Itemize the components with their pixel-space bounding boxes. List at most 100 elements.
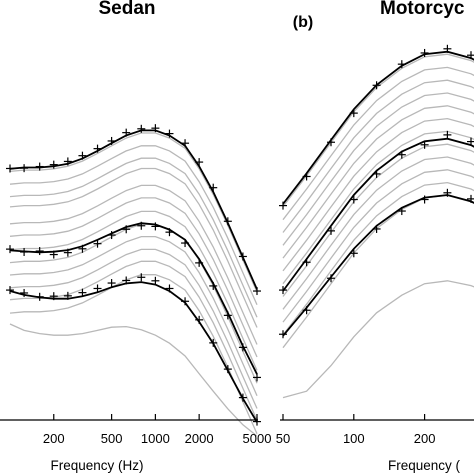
x-tick-label-motorcycle-100: 100 bbox=[343, 431, 365, 446]
data-point-sedan-2-7 bbox=[93, 239, 102, 248]
data-point-motorcycle-3-8 bbox=[443, 188, 452, 197]
data-point-sedan-1-3 bbox=[35, 162, 44, 171]
data-point-motorcycle-1-3 bbox=[327, 138, 336, 147]
data-point-motorcycle-3-2 bbox=[302, 306, 311, 315]
data-point-sedan-2-1 bbox=[6, 245, 14, 254]
grey-curves-sedan bbox=[9, 132, 258, 437]
grey-curve-motorcycle-5 bbox=[282, 105, 474, 259]
grey-curve-motorcycle-4 bbox=[282, 92, 474, 246]
x-tick-label-motorcycle-200: 200 bbox=[414, 431, 436, 446]
data-point-sedan-1-14 bbox=[195, 158, 204, 167]
data-point-motorcycle-3-7 bbox=[420, 195, 429, 204]
data-point-sedan-2-6 bbox=[78, 244, 87, 253]
data-point-motorcycle-2-3 bbox=[327, 226, 336, 235]
data-point-motorcycle-1-7 bbox=[420, 48, 429, 57]
panel-title-sedan: Sedan bbox=[98, 0, 155, 19]
data-point-sedan-3-1 bbox=[6, 286, 14, 295]
data-point-sedan-2-5 bbox=[63, 248, 72, 257]
data-point-sedan-1-8 bbox=[107, 136, 116, 145]
data-point-sedan-2-2 bbox=[20, 248, 29, 256]
panel-label-b: (b) bbox=[293, 14, 313, 31]
data-point-sedan-2-18 bbox=[253, 373, 261, 382]
data-point-sedan-1-4 bbox=[49, 160, 58, 169]
grey-curve-sedan-13 bbox=[9, 323, 258, 437]
x-axis-motorcycle: 50100200500 bbox=[276, 414, 474, 446]
grey-curve-sedan-9 bbox=[9, 235, 258, 396]
data-point-motorcycle-1-8 bbox=[443, 44, 452, 53]
data-point-sedan-1-18 bbox=[253, 287, 261, 296]
data-point-sedan-3-8 bbox=[107, 279, 116, 288]
data-point-motorcycle-3-3 bbox=[327, 274, 336, 283]
data-point-motorcycle-1-5 bbox=[372, 81, 381, 90]
data-point-sedan-1-17 bbox=[238, 252, 247, 261]
data-point-sedan-2-4 bbox=[49, 250, 58, 259]
data-point-sedan-2-10 bbox=[137, 221, 146, 230]
grey-curve-sedan-4 bbox=[9, 167, 258, 328]
grey-curve-motorcycle-11 bbox=[282, 181, 474, 336]
fit-curves-motorcycle bbox=[282, 50, 474, 337]
data-point-sedan-2-14 bbox=[195, 258, 204, 267]
data-point-sedan-3-13 bbox=[181, 297, 190, 306]
data-point-motorcycle-2-4 bbox=[349, 195, 358, 204]
data-point-sedan-3-10 bbox=[137, 273, 146, 282]
data-point-sedan-3-17 bbox=[238, 393, 247, 402]
data-point-sedan-1-7 bbox=[93, 144, 102, 153]
grey-curve-sedan-1 bbox=[9, 132, 258, 293]
x-axis-sedan: 200 500 1000 2000 5000 bbox=[0, 414, 271, 446]
grey-curve-motorcycle-13 bbox=[282, 280, 474, 399]
fit-curves-sedan bbox=[9, 129, 258, 423]
data-point-sedan-1-10 bbox=[137, 124, 146, 133]
panel-motorcycle: (b) Motorcyc 50100200500 Frequency ( bbox=[276, 0, 474, 473]
data-point-motorcycle-3-1 bbox=[279, 330, 287, 339]
grey-curve-sedan-3 bbox=[9, 157, 258, 318]
data-point-motorcycle-3-5 bbox=[372, 224, 381, 233]
data-point-sedan-1-5 bbox=[63, 157, 72, 166]
x-axis-label-motorcycle: Frequency ( bbox=[388, 458, 461, 473]
grey-curve-motorcycle-10 bbox=[282, 169, 474, 323]
grey-curve-sedan-10 bbox=[9, 248, 258, 409]
grey-curve-sedan-7 bbox=[9, 210, 258, 371]
grey-curve-sedan-2 bbox=[9, 145, 258, 306]
x-tick-label-sedan-5000: 5000 bbox=[243, 431, 272, 446]
data-point-motorcycle-2-6 bbox=[397, 150, 406, 159]
data-point-sedan-2-11 bbox=[151, 222, 160, 231]
grey-curve-motorcycle-7 bbox=[282, 130, 474, 285]
data-point-motorcycle-3-4 bbox=[349, 249, 358, 258]
grey-curve-motorcycle-6 bbox=[282, 117, 474, 272]
x-tick-label-sedan-200: 200 bbox=[43, 431, 65, 446]
data-point-motorcycle-2-1 bbox=[279, 286, 287, 295]
data-point-sedan-2-3 bbox=[35, 247, 44, 256]
data-point-sedan-3-12 bbox=[165, 284, 174, 293]
grey-curve-motorcycle-1 bbox=[282, 53, 474, 207]
data-point-sedan-3-11 bbox=[151, 276, 160, 285]
data-point-motorcycle-1-2 bbox=[302, 172, 311, 181]
fit-curve-motorcycle-3 bbox=[282, 194, 474, 337]
data-point-sedan-3-2 bbox=[20, 288, 29, 297]
data-point-sedan-1-11 bbox=[151, 124, 160, 133]
data-point-sedan-1-16 bbox=[223, 217, 232, 226]
data-point-sedan-3-15 bbox=[209, 338, 218, 347]
data-point-sedan-3-16 bbox=[223, 365, 232, 374]
data-point-sedan-3-14 bbox=[195, 315, 204, 324]
grey-curve-motorcycle-2 bbox=[282, 66, 474, 221]
grey-curve-sedan-6 bbox=[9, 197, 258, 358]
x-tick-label-sedan-2000: 2000 bbox=[185, 431, 214, 446]
data-point-sedan-1-13 bbox=[181, 139, 190, 148]
data-point-sedan-2-15 bbox=[209, 281, 218, 290]
grey-curve-sedan-5 bbox=[9, 184, 258, 345]
panel-sedan: Sedan 200 500 1000 2000 5000 Frequency (Hz) bbox=[0, 0, 271, 473]
data-point-sedan-3-5 bbox=[63, 291, 72, 300]
data-point-sedan-3-7 bbox=[93, 284, 102, 293]
fit-curve-sedan-3 bbox=[9, 281, 258, 423]
data-point-sedan-1-12 bbox=[165, 129, 174, 138]
grey-curve-sedan-12 bbox=[9, 274, 258, 435]
x-tick-label-motorcycle-50: 50 bbox=[276, 431, 290, 446]
data-point-motorcycle-2-5 bbox=[372, 169, 381, 178]
grey-curve-sedan-8 bbox=[9, 223, 258, 384]
grey-curve-motorcycle-9 bbox=[282, 156, 474, 310]
markers-motorcycle bbox=[279, 44, 474, 339]
data-point-motorcycle-3-6 bbox=[397, 207, 406, 216]
data-point-sedan-1-1 bbox=[6, 164, 14, 173]
data-point-sedan-3-9 bbox=[122, 276, 131, 285]
data-point-sedan-3-4 bbox=[49, 292, 58, 301]
